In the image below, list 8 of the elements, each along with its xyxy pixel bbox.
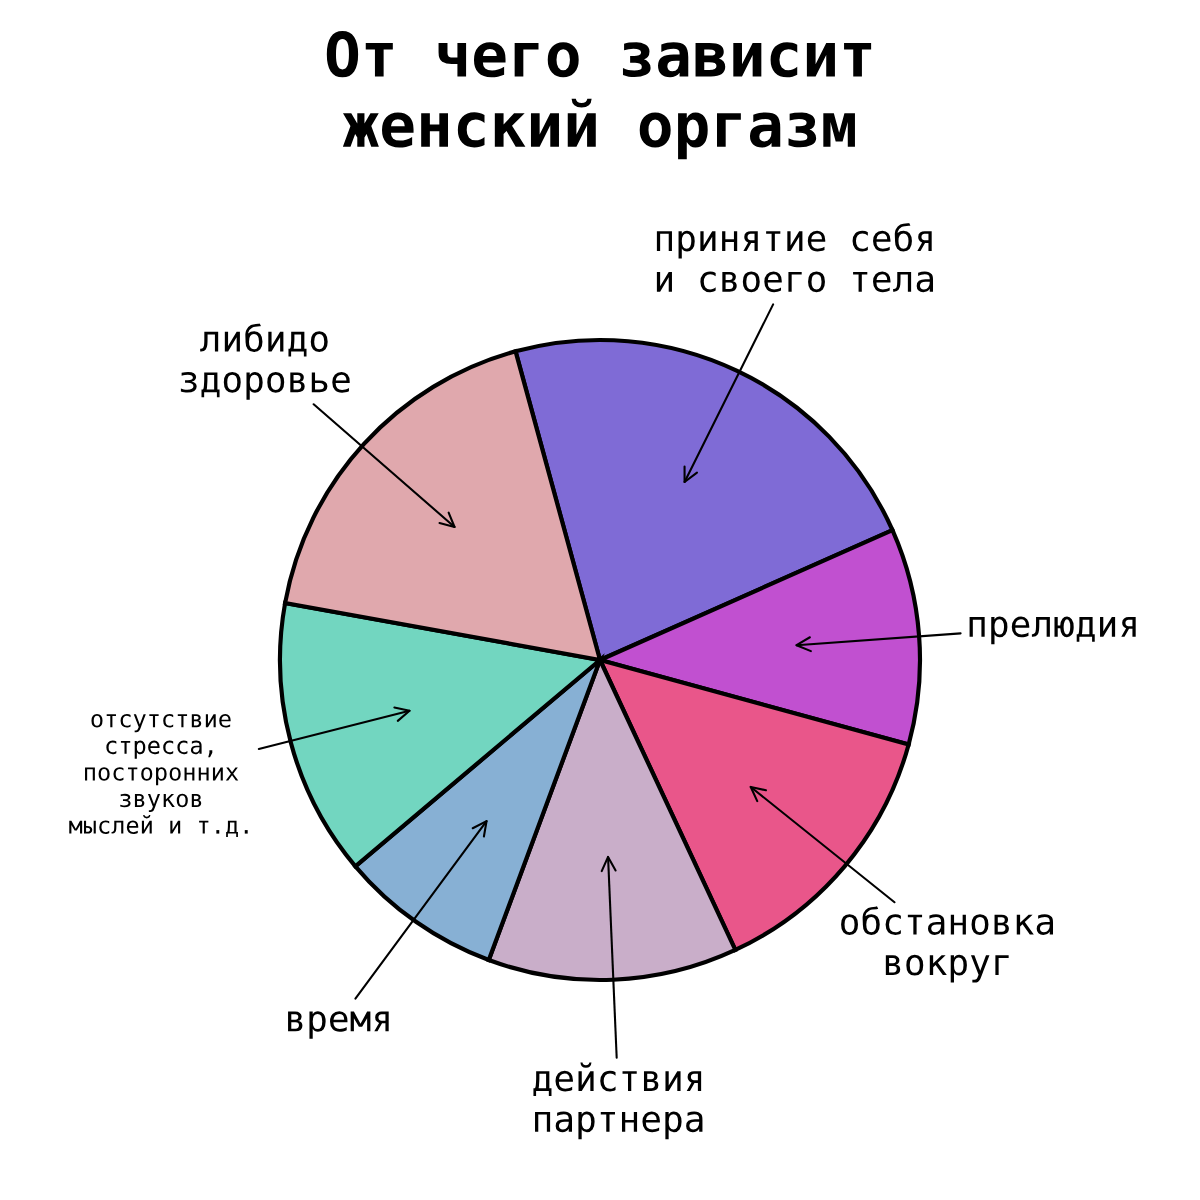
slice-label: обстановка вокруг: [841, 906, 1054, 983]
slice-label: действия партнера: [533, 1062, 703, 1140]
chart-title: От чего зависит женский оргазм: [326, 31, 872, 160]
slice-label: время: [288, 1011, 389, 1039]
slice-label: прелюдия: [969, 616, 1136, 645]
slice-label: либидо здоровье: [180, 323, 350, 400]
slice-label: принятие себя и своего тела: [656, 222, 934, 293]
slice-label: отсутствие стресса, посторонних звуков мыслей и т.д.: [69, 714, 248, 837]
